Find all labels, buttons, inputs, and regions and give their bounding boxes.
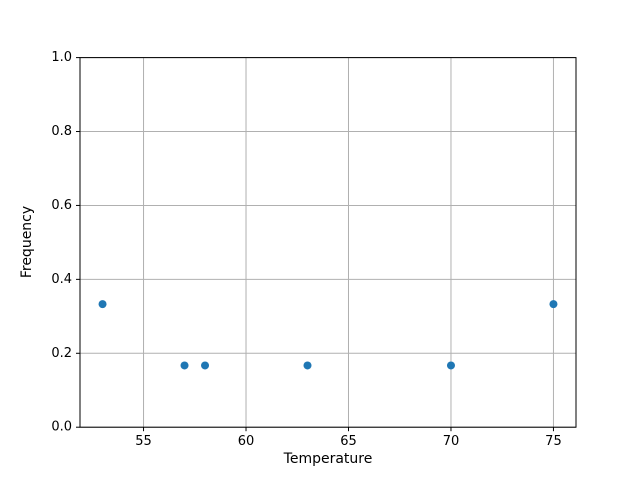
x-tick-label: 65 [340, 434, 357, 449]
data-point [201, 361, 210, 370]
y-tick-label: 1.0 [51, 50, 72, 65]
y-tick-label: 0.8 [51, 124, 72, 139]
data-point [446, 361, 455, 370]
data-point [98, 300, 107, 309]
x-tick-label: 55 [135, 434, 152, 449]
y-tick-label: 0.0 [51, 420, 72, 435]
y-tick-label: 0.6 [51, 198, 72, 213]
x-axis-label: Temperature [283, 451, 373, 467]
axes-spines [79, 57, 577, 428]
y-tick-label: 0.4 [51, 272, 72, 287]
y-tick-label: 0.2 [51, 346, 72, 361]
data-point [549, 300, 558, 309]
data-point [180, 361, 189, 370]
x-tick-label: 70 [443, 434, 460, 449]
x-tick-label: 60 [238, 434, 255, 449]
x-tick-label: 75 [545, 434, 562, 449]
data-point [303, 361, 312, 370]
y-axis-label: Frequency [19, 205, 35, 279]
